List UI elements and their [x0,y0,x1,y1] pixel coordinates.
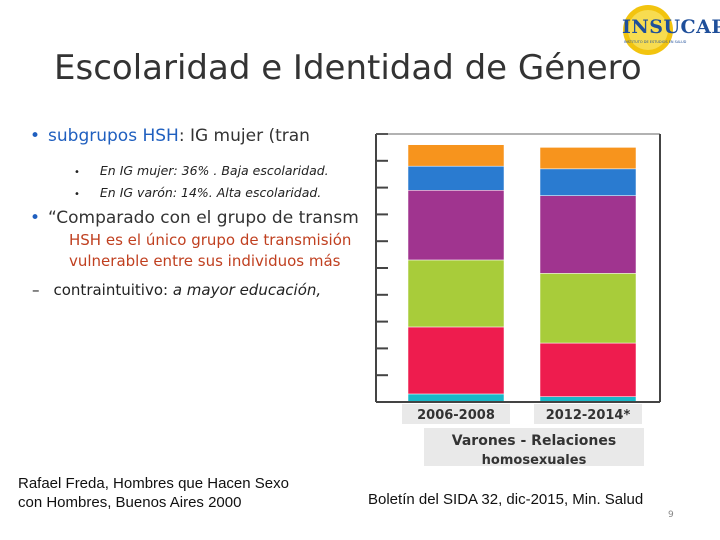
bar-segment-red [407,326,505,395]
category-label-bg [534,404,642,424]
stacked-bar-chart: 2006-2008 2012-2014* Varones - Relaciones h… [372,126,664,470]
x-axis-title-line2: homosexuales [482,453,587,466]
bullet-comparado-line1: “Comparado con el grupo de transm [48,208,359,228]
category-label-bg [402,404,510,424]
slide-title: Escolaridad e Identidad de Género [54,48,642,88]
bar-segment-green [539,273,637,344]
dash-marker: – [32,281,40,299]
bar-segment-green [407,259,505,328]
chart-svg: 2006-2008 2012-2014* Varones - Relaciones h… [375,133,661,470]
sub-bullet-ig-mujer: • En IG mujer: 36% . Baja escolaridad. [74,163,329,178]
bar-segment-blue [539,168,637,196]
reference-left: Rafael Freda, Hombres que Hacen Sexo con… [18,474,289,512]
page-number: 9 [668,510,674,520]
bar-segment-orange [407,144,505,167]
bullet-subgrupos: • subgrupos HSH: IG mujer (tran [30,126,310,146]
dash-normal-text: contraintuitivo: [53,281,173,299]
bar-segment-purple [539,195,637,274]
bar-segment-cyan [407,393,505,403]
bullet-subgrupos-text: : IG mujer (tran [178,126,310,146]
bar-segment-purple [407,190,505,261]
dash-italic-text: a mayor educación, [172,281,322,299]
bar-segment-orange [539,147,637,170]
reference-right: Boletín del SIDA 32, dic-2015, Min. Salu… [368,491,644,508]
x-tick-label: 2006-2008 [417,408,495,423]
logo-subtext: INSTITUTO DE ESTUDIOS EN SALUD [624,40,687,44]
bullet-comparado-line3: vulnerable entre sus individuos más [69,252,341,270]
bar-segment-red [539,342,637,397]
reference-left-line1: Rafael Freda, Hombres que Hacen Sexo [18,475,289,492]
sub-bullet-dot: • [74,189,80,200]
x-tick-label: 2012-2014* [546,408,631,423]
sub-bullet-ig-varon: • En IG varón: 14%. Alta escolaridad. [74,185,321,200]
bullet-subgrupos-label: subgrupos HSH [48,126,179,146]
x-axis-title-bg [424,428,644,470]
reference-left-line2: con Hombres, Buenos Aires 2000 [18,494,242,511]
insucap-logo: INSUCAP INSTITUTO DE ESTUDIOS EN SALUD [604,4,720,56]
bullet-dot: • [30,126,41,146]
bullet-comparado: • “Comparado con el grupo de transm [30,208,359,228]
dash-contraintuitivo: – contraintuitivo: a mayor educación, [32,281,321,299]
sub-bullet-dot: • [74,167,80,178]
sub-bullet-ig-varon-text: En IG varón: 14%. Alta escolaridad. [99,185,322,200]
logo-text: INSUCAP [622,16,720,38]
bullet-dot: • [30,208,41,228]
bullet-comparado-line2: HSH es el único grupo de transmisión [69,231,352,249]
sub-bullet-ig-mujer-text: En IG mujer: 36% . Baja escolaridad. [99,163,329,178]
x-axis-title-line1: Varones - Relaciones [452,433,616,449]
bar-segment-blue [407,165,505,191]
logo-sun-icon [623,5,673,55]
